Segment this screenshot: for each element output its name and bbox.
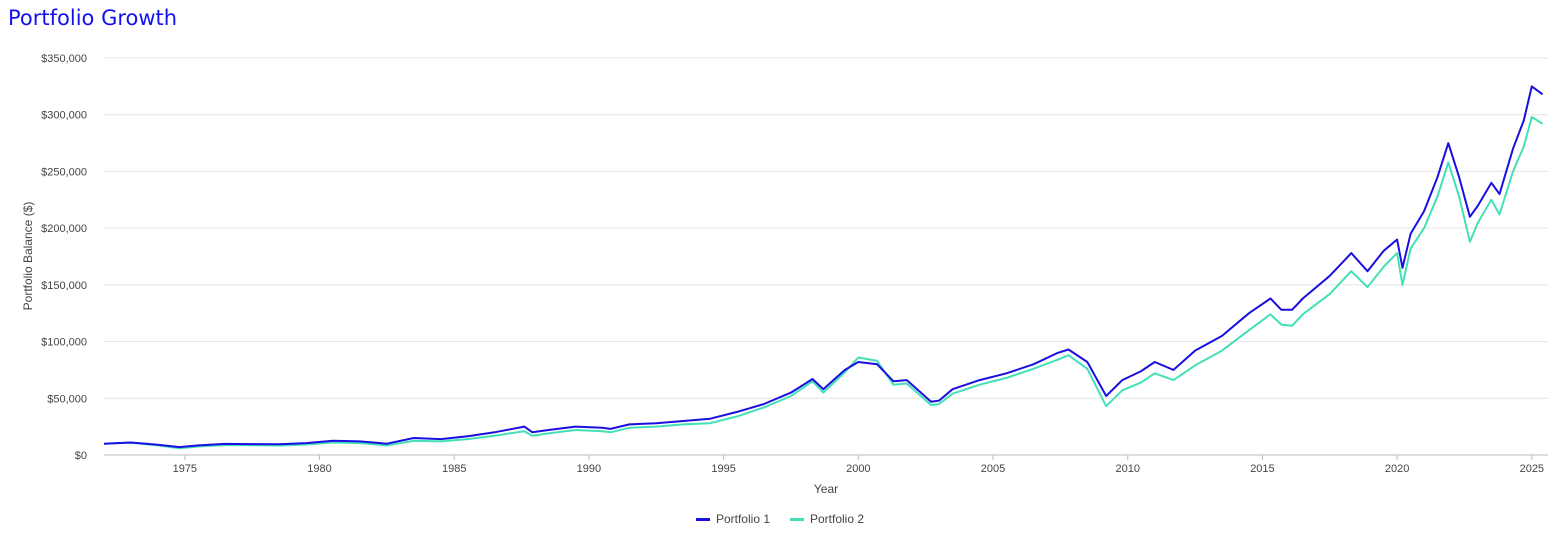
gridlines [104, 57, 1548, 456]
x-tick-label: 1995 [711, 463, 735, 475]
series-lines [103, 85, 1544, 450]
x-tick-label: 1985 [442, 463, 466, 475]
legend-swatch-portfolio-2 [790, 517, 804, 521]
chart-title: Portfolio Growth [8, 6, 178, 30]
legend-item-portfolio-1[interactable]: Portfolio 1 [695, 512, 770, 526]
y-tick-label: $150,000 [41, 280, 87, 292]
x-axis-label: Year [814, 482, 838, 496]
y-tick-label: $200,000 [41, 223, 87, 235]
y-tick-label: $350,000 [41, 53, 87, 65]
y-tick-label: $0 [75, 450, 87, 462]
x-tick-label: 2015 [1250, 463, 1274, 475]
legend-label-portfolio-1: Portfolio 1 [715, 512, 770, 526]
y-axis-label: Portfolio Balance ($) [21, 202, 35, 311]
x-tick-label: 2010 [1115, 463, 1139, 475]
x-tick-label: 2005 [981, 463, 1005, 475]
y-tick-label: $300,000 [41, 110, 87, 122]
y-tick-label: $250,000 [41, 166, 87, 178]
y-tick-label: $50,000 [47, 393, 87, 405]
legend-swatch-portfolio-1 [695, 517, 710, 521]
x-tick-label: 2025 [1520, 463, 1544, 475]
x-tick-label: 1975 [173, 463, 197, 475]
series-line-portfolio-1[interactable] [103, 85, 1544, 449]
legend-item-portfolio-2[interactable]: Portfolio 2 [790, 512, 864, 526]
series-line-portfolio-2[interactable] [103, 116, 1544, 450]
legend-label-portfolio-2: Portfolio 2 [810, 512, 865, 526]
x-tick-label: 2020 [1385, 463, 1409, 475]
x-tick-label: 2000 [846, 463, 870, 475]
x-axis: 1975 1980 1985 1990 1995 2000 2005 2010 2015 2020… [173, 455, 1544, 475]
x-tick-label: 1980 [307, 463, 331, 475]
y-tick-label: $100,000 [41, 337, 87, 349]
y-axis-ticks: $0 $50,000 $100,000 $150,000 $200,000 $250,00… [41, 53, 87, 462]
x-tick-label: 1990 [577, 463, 601, 475]
legend: Portfolio 1 Portfolio 2 [0, 512, 1560, 526]
